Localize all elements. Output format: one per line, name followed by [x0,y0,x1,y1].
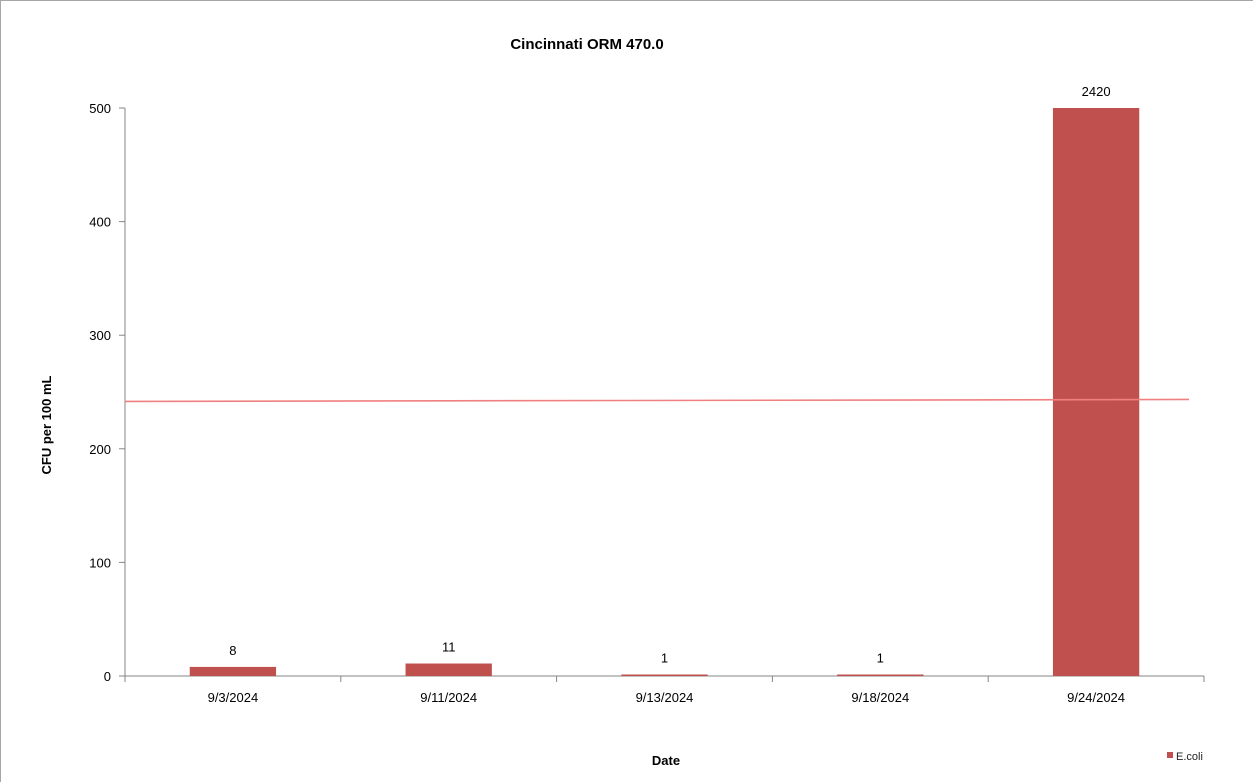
bar [837,674,924,676]
data-label: 1 [877,651,884,666]
bar [621,674,708,676]
y-tick-label: 100 [89,555,111,570]
bar [189,666,277,676]
y-tick-label: 200 [89,442,111,457]
x-tick-label: 9/13/2024 [636,690,694,705]
y-tick-label: 0 [104,669,111,684]
x-tick-label: 9/24/2024 [1067,690,1125,705]
legend-swatch-ecoli [1167,752,1173,758]
y-tick-label: 500 [89,101,111,116]
data-label: 11 [442,640,456,655]
y-tick-label: 300 [89,328,111,343]
bar [405,663,492,676]
reference-line [124,398,1190,403]
x-tick-label: 9/18/2024 [851,690,909,705]
x-tick-label: 9/3/2024 [208,690,259,705]
y-axis-title: CFU per 100 mL [39,375,54,474]
bar [1052,108,1140,676]
x-axis-title: Date [652,753,680,768]
legend-label-ecoli: E.coli [1176,751,1203,763]
legend: E.coli [1167,751,1203,763]
data-label: 1 [661,651,668,666]
plot-area: 0 100 200 300 400 500 8 9/3/2024 11 9/11/2024 1 9/1… [89,84,1205,705]
data-label: 8 [229,643,236,658]
data-label: 2420 [1082,84,1111,99]
y-tick-label: 400 [89,215,111,230]
chart-title: Cincinnati ORM 470.0 [510,36,663,53]
x-tick-label: 9/11/2024 [420,690,477,705]
